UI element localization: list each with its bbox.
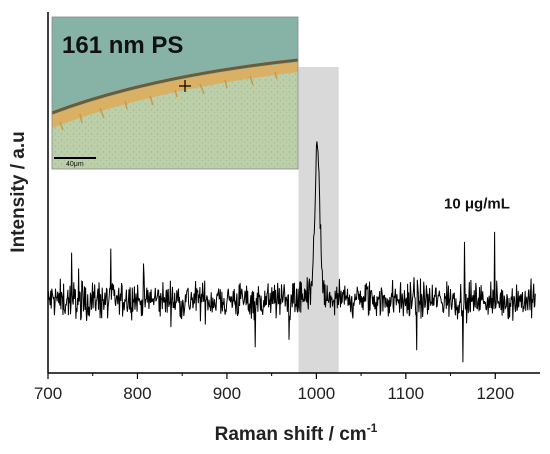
inset-title: 161 nm PS bbox=[62, 32, 183, 59]
x-tick-label-800: 800 bbox=[123, 384, 151, 403]
highlight-band-1000 bbox=[298, 67, 339, 373]
inset-border bbox=[51, 16, 299, 170]
x-axis-title-text: Raman shift / cm bbox=[215, 424, 367, 445]
x-tick-label-700: 700 bbox=[34, 384, 62, 403]
x-axis-title-superscript: -1 bbox=[367, 421, 378, 435]
crosshair-marker bbox=[179, 80, 191, 92]
inset-edge-band bbox=[52, 62, 298, 128]
x-tick-label-1000: 1000 bbox=[297, 384, 335, 403]
x-tick-label-900: 900 bbox=[213, 384, 241, 403]
x-tick-group: 700 800 900 1000 1100 1200 bbox=[34, 373, 514, 403]
concentration-label: 10 μg/mL bbox=[444, 195, 510, 212]
inset-sample-region bbox=[52, 68, 298, 169]
scale-bar-label: 40μm bbox=[66, 161, 84, 168]
x-axis-title: Raman shift / cm-1 bbox=[215, 421, 378, 445]
inset-dark-edge bbox=[52, 58, 298, 115]
x-tick-label-1100: 1100 bbox=[388, 384, 425, 403]
inset-edge-fringe bbox=[59, 71, 278, 131]
spectrum-series-line bbox=[47, 141, 536, 363]
y-axis-title: Intensity / a.u bbox=[8, 131, 29, 252]
inset-micrograph: 161 nm PS 40μm bbox=[51, 16, 299, 170]
x-tick-label-1200: 1200 bbox=[476, 384, 514, 403]
